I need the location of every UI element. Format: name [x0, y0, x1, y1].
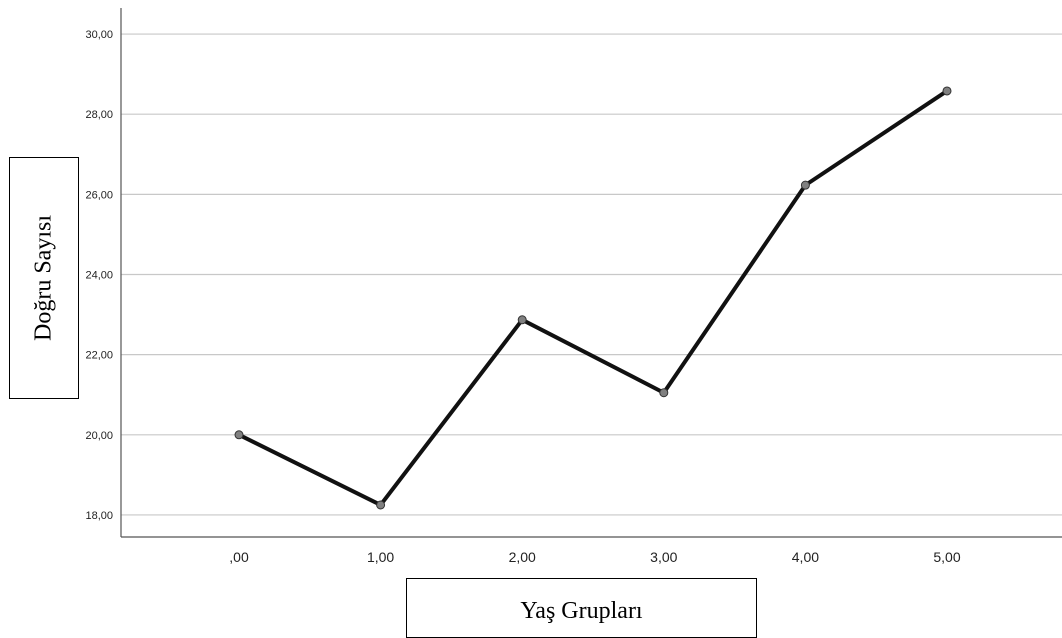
x-tick-label: 1,00 — [367, 549, 394, 565]
x-axis-label-box: Yaş Grupları — [406, 578, 757, 638]
y-tick-label: 18,00 — [85, 510, 113, 522]
data-point — [800, 180, 810, 190]
x-tick-label: 2,00 — [509, 549, 536, 565]
y-tick-label: 24,00 — [85, 270, 113, 282]
x-tick-label: ,00 — [229, 549, 249, 565]
data-point — [942, 86, 952, 96]
y-tick-label: 20,00 — [85, 430, 113, 442]
y-tick-label: 30,00 — [85, 29, 113, 41]
y-tick-label: 26,00 — [85, 189, 113, 201]
data-point — [517, 315, 527, 325]
y-tick-label: 22,00 — [85, 350, 113, 362]
x-tick-label: 4,00 — [792, 549, 819, 565]
series-line — [237, 88, 949, 507]
series-markers — [234, 86, 952, 510]
x-axis-label: Yaş Grupları — [520, 598, 643, 624]
y-axis-label-box: Doğru Sayısı — [9, 157, 79, 399]
y-axis-label: Doğru Sayısı — [30, 215, 57, 341]
x-tick-label: 5,00 — [933, 549, 960, 565]
data-point — [376, 500, 386, 510]
y-tick-label: 28,00 — [85, 109, 113, 121]
x-tick-label: 3,00 — [650, 549, 677, 565]
data-point — [234, 430, 244, 440]
data-point — [659, 388, 669, 398]
x-tick-labels: ,00 1,00 2,00 3,00 4,00 5,00 — [229, 549, 961, 565]
y-tick-labels: 18,00 20,00 22,00 24,00 26,00 28,00 30,00 — [85, 29, 113, 522]
